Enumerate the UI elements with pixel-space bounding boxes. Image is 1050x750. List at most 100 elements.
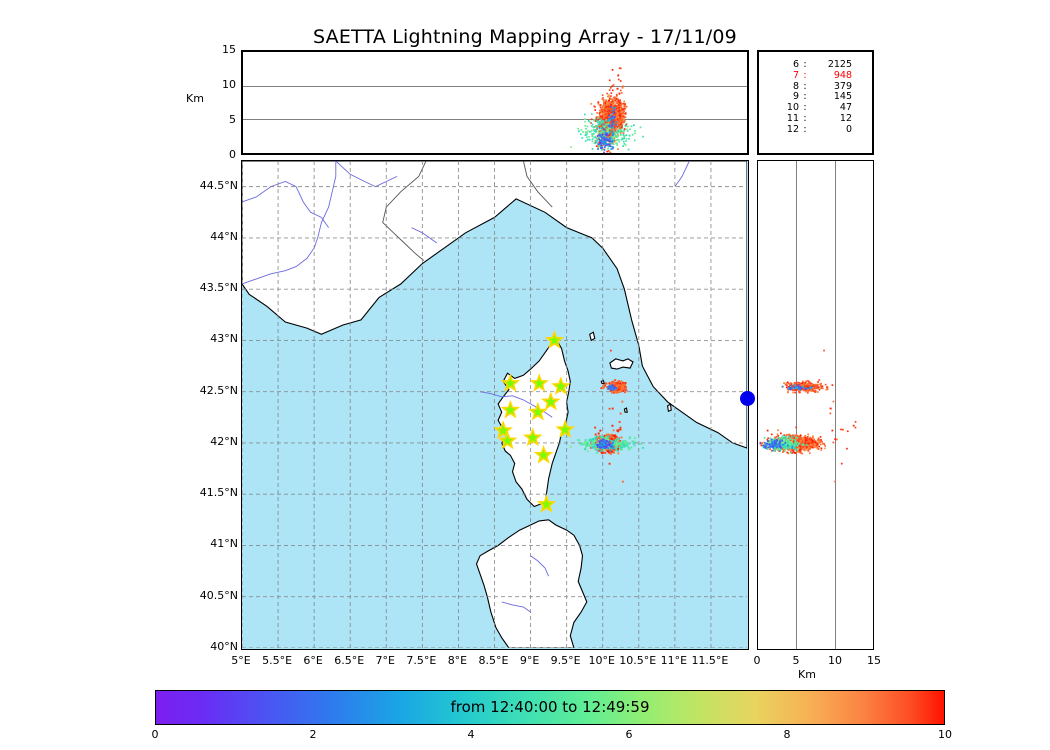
- vhf-source-point: [586, 445, 588, 448]
- vhf-source-point: [596, 139, 598, 142]
- vhf-source-point: [606, 447, 608, 450]
- vhf-source-point: [602, 143, 605, 146]
- vhf-source-point: [623, 383, 626, 386]
- vhf-source-point: [617, 385, 620, 388]
- vhf-source-point: [618, 92, 621, 95]
- top-panel-axis-label: Km: [186, 92, 204, 105]
- vhf-source-point: [584, 131, 587, 134]
- station-number: 12: [786, 123, 799, 135]
- vhf-source-point: [619, 440, 622, 442]
- vhf-source-point: [623, 110, 626, 112]
- vhf-source-point: [619, 390, 622, 393]
- vhf-source-point: [617, 114, 619, 116]
- latitude-tick: 44.5°N: [199, 178, 238, 192]
- top-panel-sources: [570, 67, 644, 153]
- vhf-source-point: [613, 106, 616, 108]
- latitude-tick: 43.5°N: [199, 281, 238, 295]
- vhf-source-point: [604, 109, 607, 112]
- vhf-source-point: [600, 138, 603, 141]
- vhf-source-point: [596, 449, 599, 452]
- vhf-source-point: [623, 103, 626, 106]
- vhf-source-point: [603, 119, 605, 121]
- vhf-source-point: [625, 134, 628, 137]
- vhf-source-point: [624, 445, 627, 448]
- vhf-source-point: [612, 388, 615, 391]
- vhf-source-point: [604, 445, 606, 448]
- vhf-source-point: [620, 92, 623, 94]
- vhf-source-point: [606, 130, 609, 133]
- lma-station-star-icon: [544, 330, 565, 349]
- border-france-italy: [382, 161, 427, 261]
- vhf-source-point: [600, 117, 603, 120]
- vhf-source-point: [612, 380, 615, 383]
- vhf-source-point: [610, 104, 612, 106]
- vhf-source-point: [593, 125, 596, 128]
- vhf-source-point: [617, 74, 620, 76]
- vhf-source-point: [588, 444, 591, 447]
- vhf-source-point: [616, 111, 618, 114]
- vhf-source-point: [625, 441, 628, 444]
- vhf-source-point: [586, 132, 588, 134]
- vhf-source-point: [606, 122, 609, 125]
- vhf-source-point: [615, 126, 617, 129]
- vhf-source-point: [616, 381, 619, 384]
- vhf-source-point: [611, 438, 614, 441]
- vhf-source-point: [621, 109, 624, 112]
- vhf-source-point: [599, 124, 602, 127]
- top-y-tick: 15: [222, 43, 236, 56]
- altitude-longitude-panel[interactable]: [241, 50, 749, 155]
- vhf-source-point: [642, 446, 644, 449]
- vhf-source-point: [604, 448, 606, 451]
- top-panel-y-ticks: 0 5 10 15: [190, 40, 236, 165]
- vhf-source-point: [614, 447, 617, 450]
- vhf-source-point: [608, 79, 611, 82]
- vhf-source-point: [611, 131, 614, 134]
- vhf-source-point: [601, 146, 603, 149]
- vhf-source-point: [624, 105, 627, 108]
- vhf-source-point: [606, 446, 609, 448]
- vhf-source-point: [610, 119, 613, 121]
- vhf-source-point: [623, 107, 626, 109]
- vhf-source-point: [606, 444, 608, 447]
- vhf-source-point: [620, 139, 623, 141]
- lightning-map[interactable]: [241, 160, 749, 650]
- vhf-source-point: [601, 438, 604, 441]
- vhf-source-point: [617, 102, 619, 105]
- vhf-source-point: [620, 448, 623, 451]
- page-title: SAETTA Lightning Mapping Array - 17/11/0…: [313, 26, 737, 48]
- vhf-source-point: [611, 102, 614, 105]
- vhf-source-point: [615, 385, 618, 387]
- vhf-source-point: [595, 117, 597, 120]
- vhf-source-point: [616, 132, 619, 135]
- vhf-source-point: [586, 450, 589, 453]
- vhf-source-point: [606, 138, 608, 140]
- vhf-source-point: [611, 442, 614, 444]
- vhf-source-point: [608, 135, 610, 138]
- vhf-source-point: [622, 102, 625, 105]
- vhf-source-point: [614, 439, 617, 442]
- vhf-source-point: [610, 131, 612, 134]
- vhf-source-point: [623, 382, 626, 384]
- vhf-source-point: [612, 100, 615, 103]
- vhf-source-point: [588, 130, 591, 133]
- vhf-source-point: [606, 128, 609, 131]
- vhf-source-point: [611, 89, 614, 92]
- vhf-source-point: [609, 140, 611, 143]
- source-count: 145: [833, 91, 852, 103]
- vhf-source-point: [624, 134, 626, 137]
- vhf-source-point: [616, 118, 619, 120]
- vhf-source-point: [615, 436, 618, 438]
- vhf-source-point: [616, 429, 619, 432]
- vhf-source-point: [614, 99, 617, 102]
- vhf-source-point: [599, 114, 601, 117]
- vhf-source-point: [607, 128, 610, 131]
- vhf-source-point: [619, 428, 622, 431]
- vhf-source-point: [611, 104, 614, 107]
- vhf-source-point: [605, 433, 608, 436]
- altitude-latitude-panel[interactable]: [757, 160, 874, 650]
- vhf-source-point: [820, 449, 822, 452]
- vhf-source-point: [617, 135, 619, 137]
- vhf-source-point: [593, 446, 596, 448]
- river-sardinia: [530, 555, 550, 577]
- vhf-source-point: [603, 142, 605, 145]
